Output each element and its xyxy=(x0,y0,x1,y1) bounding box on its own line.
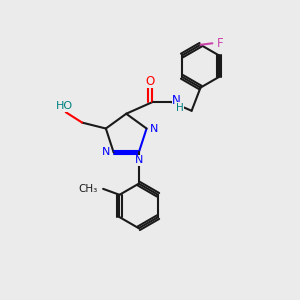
Text: CH₃: CH₃ xyxy=(79,184,98,194)
Text: N: N xyxy=(172,94,181,107)
Text: N: N xyxy=(135,155,143,165)
Text: H: H xyxy=(176,103,184,113)
Text: N: N xyxy=(102,148,111,158)
Text: O: O xyxy=(146,74,154,88)
Text: F: F xyxy=(217,37,223,50)
Text: HO: HO xyxy=(56,101,73,111)
Text: N: N xyxy=(149,124,158,134)
